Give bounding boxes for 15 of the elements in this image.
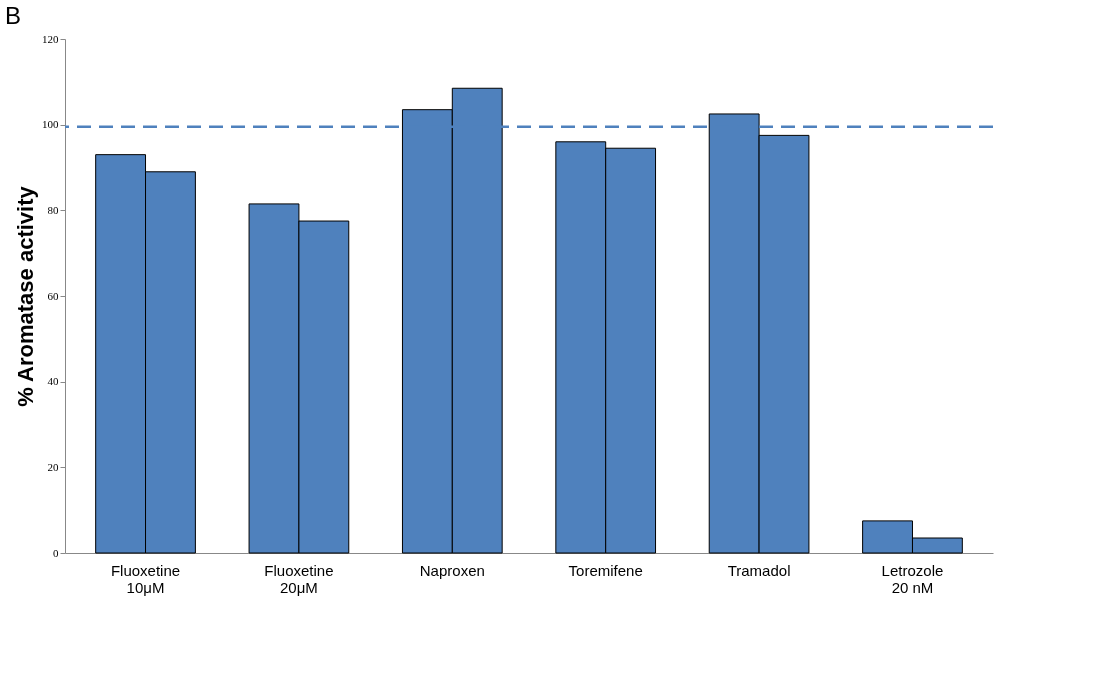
y-tick-label: 40 [47,375,59,388]
y-tick-label: 100 [42,118,59,131]
y-axis-title: % Aromatase activity [13,185,38,407]
x-tick-label: Naproxen [419,561,485,579]
x-tick-label: Letrozole 20 nM [881,561,944,596]
y-tick-label: 80 [47,203,59,216]
x-tick-label: Fluoxetine 10μM [110,561,181,596]
chart-title: B [5,2,22,29]
y-tick-label: 20 [47,460,59,473]
y-tick-label: 120 [42,32,59,45]
y-tick-label: 60 [47,289,59,302]
x-tick-label: Fluoxetine 20μM [264,561,334,596]
x-tick-label: Tramadol [727,561,791,579]
y-tick-label: 0 [53,546,59,559]
x-tick-label: Toremifene [568,561,643,579]
